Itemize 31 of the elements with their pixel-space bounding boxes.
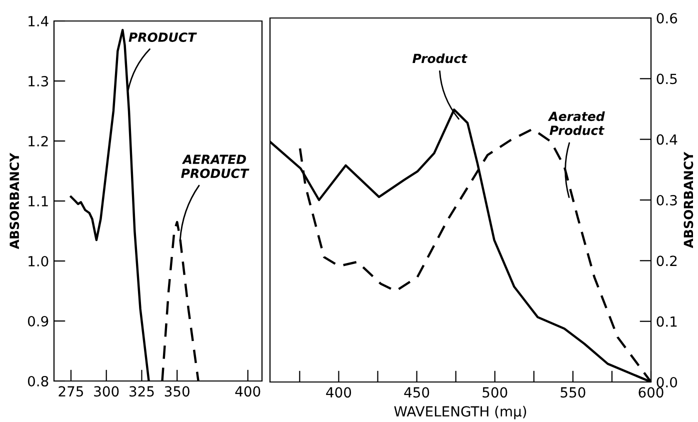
annotation: Product	[412, 53, 468, 64]
x-tick-label: 300	[94, 386, 119, 397]
y-tick-label: 1.2	[28, 136, 48, 146]
y-tick-label: 1.1	[28, 196, 48, 206]
annotation: AERATED PRODUCT	[181, 154, 250, 178]
x-tick-label: 600	[638, 387, 664, 398]
y-axis-title: ABSORBANCY	[10, 152, 20, 250]
y-axis-title: ABSORBANCY	[684, 152, 694, 248]
annotation: PRODUCT	[128, 32, 197, 42]
annotation: Aerated Product	[548, 111, 605, 136]
y-tick-label: 0.0	[656, 376, 678, 388]
y-tick-label: 1.0	[28, 256, 48, 266]
y-tick-label: 0.6	[656, 12, 678, 24]
x-tick-label: 400	[235, 386, 260, 397]
x-tick-label: 550	[560, 387, 586, 398]
y-tick-label: 1.3	[28, 76, 48, 86]
y-tick-label: 0.8	[28, 376, 48, 386]
y-tick-label: 0.9	[28, 316, 48, 326]
x-tick-label: 275	[58, 386, 84, 397]
y-tick-label: 0.5	[656, 74, 677, 84]
y-tick-label: 0.3	[656, 194, 677, 206]
x-tick-label: 350	[164, 386, 190, 397]
y-tick-label: 0.2	[656, 256, 677, 266]
y-tick-label: 1.4	[28, 16, 48, 26]
x-tick-label: 325	[130, 386, 154, 397]
y-tick-label: 0.1	[656, 316, 677, 327]
x-tick-label: 450	[404, 387, 430, 398]
x-tick-label: 500	[482, 387, 508, 398]
y-tick-label: 0.4	[656, 134, 678, 145]
x-tick-label: 400	[326, 387, 352, 398]
x-axis-title: WAVELENGTH (mμ)	[394, 406, 526, 420]
